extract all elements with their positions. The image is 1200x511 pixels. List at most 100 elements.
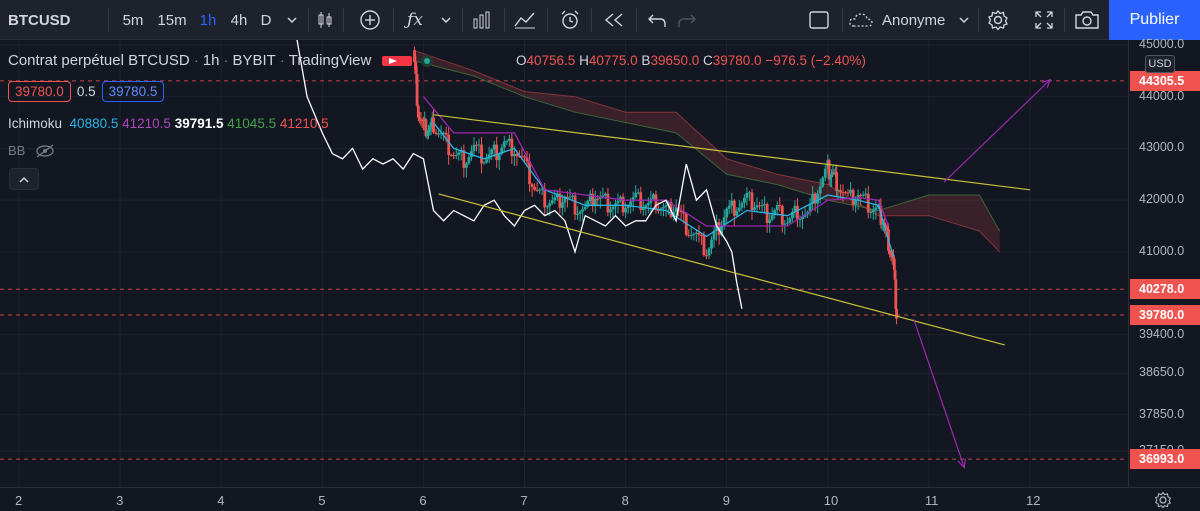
undo-button[interactable] — [644, 0, 670, 40]
layout-name-button[interactable]: Anonyme — [848, 0, 948, 40]
chart-type-button[interactable] — [312, 0, 338, 40]
price-tick-label: 44000.0 — [1139, 88, 1185, 103]
candle-body — [770, 214, 774, 220]
chevron-down-icon — [959, 17, 969, 24]
ichimoku-legend[interactable]: Ichimoku 40880.5 41210.5 39791.5 41045.5… — [8, 116, 329, 131]
select-layout-button[interactable] — [806, 0, 832, 40]
indicators-dropdown[interactable] — [436, 0, 456, 40]
price-tick-label: 39400.0 — [1139, 326, 1185, 341]
interval-15m[interactable]: 15m — [157, 11, 187, 29]
candle-body — [462, 150, 466, 168]
candle-body — [472, 144, 476, 152]
candle-body — [798, 219, 802, 221]
settings-button[interactable] — [984, 0, 1012, 40]
symbol-search[interactable]: BTCUSD — [8, 11, 71, 29]
candle-body — [846, 192, 850, 194]
candle-body — [662, 206, 665, 209]
publish-button[interactable]: Publier — [1109, 0, 1200, 40]
interval-5m[interactable]: 5m — [122, 11, 144, 29]
candle-body — [745, 192, 749, 198]
candle-body — [429, 122, 433, 128]
candle-body — [525, 156, 529, 162]
camera-icon — [1075, 11, 1099, 29]
candle-body — [558, 193, 562, 208]
open-label: O — [516, 53, 527, 68]
candle-body — [682, 212, 686, 214]
sell-price-button[interactable]: 39780.0 — [8, 81, 71, 102]
candle-body — [707, 248, 711, 256]
candle-body — [505, 140, 509, 142]
interval-dropdown[interactable] — [282, 0, 302, 40]
layout-dropdown[interactable] — [956, 0, 972, 40]
eye-hidden-icon[interactable] — [35, 143, 55, 158]
price-axis[interactable]: 45000.0 44000.0 43000.0 42000.0 41000.0 39400… — [1128, 37, 1200, 487]
candle-body — [654, 194, 658, 210]
ichimoku-span-b-line — [413, 49, 1001, 253]
candle-body — [697, 232, 701, 235]
fullscreen-icon — [1035, 11, 1053, 29]
candle-body — [788, 218, 792, 223]
candle-body — [497, 153, 501, 161]
settings-icon[interactable] — [1154, 491, 1172, 509]
time-axis[interactable]: 2 3 4 5 6 7 8 9 10 11 12 — [0, 487, 1200, 511]
candles-icon — [318, 12, 332, 28]
time-tick-label: 10 — [823, 493, 839, 508]
snapshot-button[interactable] — [1071, 0, 1103, 40]
undo-icon — [648, 14, 666, 27]
bb-legend[interactable]: BB — [8, 143, 55, 158]
candle-body — [849, 189, 852, 193]
chart-pane[interactable] — [0, 40, 1128, 487]
indicators-button[interactable]: ƒx — [402, 0, 428, 40]
collapse-legend-button[interactable] — [9, 168, 39, 190]
candle-body — [447, 134, 451, 155]
candle-body — [566, 196, 569, 198]
currency-selector[interactable]: USD — [1145, 55, 1175, 73]
candle-body — [482, 162, 486, 164]
toolbar-divider — [1064, 8, 1065, 32]
candle-body — [583, 206, 587, 210]
interval-d[interactable]: D — [260, 11, 272, 29]
fullscreen-button[interactable] — [1030, 0, 1058, 40]
candle-body — [550, 200, 554, 204]
compare-button[interactable] — [510, 0, 540, 40]
price-tick-label: 42000.0 — [1139, 192, 1185, 207]
candle-body — [652, 194, 655, 199]
redo-button[interactable] — [674, 0, 700, 40]
ichimoku-label: Ichimoku — [8, 116, 63, 131]
candle-body — [864, 193, 868, 195]
candle-body — [720, 226, 724, 236]
legend-interval: 1h — [202, 52, 220, 69]
price-chart[interactable] — [0, 40, 1128, 487]
alert-button[interactable] — [556, 0, 584, 40]
price-tick-label: 37850.0 — [1139, 406, 1185, 421]
buy-price-button[interactable]: 39780.5 — [101, 81, 165, 102]
candle-body — [758, 205, 761, 207]
candle-body — [646, 202, 650, 206]
replay-button[interactable] — [600, 0, 628, 40]
candle-body — [422, 120, 425, 122]
candle-body — [735, 210, 739, 216]
settings-icon — [988, 9, 1008, 31]
interval-1h[interactable]: 1h — [199, 11, 217, 29]
candle-body — [890, 255, 894, 258]
legend-separator: · — [193, 52, 199, 69]
candle-body — [492, 144, 496, 150]
candle-body — [737, 207, 741, 211]
toolbar-divider — [462, 8, 463, 32]
candle-body — [874, 207, 878, 210]
candle-body — [428, 127, 432, 131]
candle-body — [712, 230, 716, 240]
candle-body — [827, 160, 831, 180]
bb-label: BB — [8, 143, 26, 158]
interval-4h[interactable]: 4h — [230, 11, 248, 29]
candle-body — [530, 184, 534, 187]
financials-button[interactable] — [468, 0, 496, 40]
candle-body — [533, 186, 537, 190]
chevron-down-icon — [441, 17, 451, 24]
candle-body — [694, 232, 698, 234]
candle-body — [778, 205, 782, 207]
add-indicator-button[interactable] — [356, 0, 384, 40]
candle-body — [705, 255, 708, 257]
high-label: H — [579, 53, 589, 68]
candle-body — [732, 200, 736, 216]
